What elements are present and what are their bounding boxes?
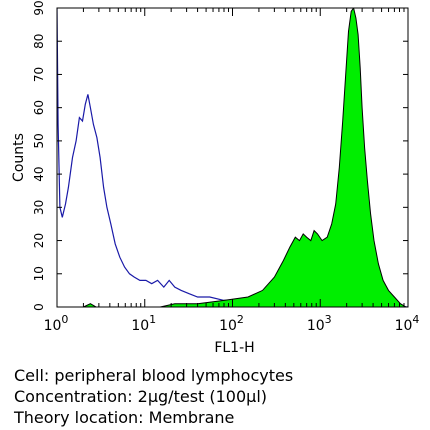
- x-tick-label: 102: [219, 313, 244, 334]
- y-tick-label: 30: [32, 200, 46, 215]
- y-tick-label: 10: [32, 266, 46, 281]
- y-tick-label: 40: [32, 166, 46, 181]
- y-tick-label: 90: [32, 0, 46, 15]
- y-tick-label: 80: [32, 34, 46, 49]
- histogram-chart: 0 10 20 30 40 50 60 70 80 90 100 101 102 103 104 Coun…: [11, 0, 420, 356]
- caption-cell: Cell: peripheral blood lymphocytes: [14, 366, 294, 385]
- y-tick-label: 20: [32, 233, 46, 248]
- x-tick-label: 100: [44, 313, 69, 334]
- series-layer: [57, 8, 408, 307]
- y-tick-label: 60: [32, 100, 46, 115]
- y-axis-label: Counts: [11, 133, 27, 182]
- caption-location: Theory location: Membrane: [14, 408, 235, 427]
- y-tick-label: 70: [32, 67, 46, 82]
- x-tick-label: 104: [395, 313, 420, 334]
- y-tick-label: 50: [32, 133, 46, 148]
- series-outline-histogram: [57, 8, 408, 307]
- y-axis: 0 10 20 30 40 50 60 70 80 90: [32, 0, 408, 311]
- caption-concentration: Concentration: 2μg/test (100μl): [14, 387, 268, 406]
- x-axis: 100 101 102 103 104: [44, 8, 420, 334]
- y-tick-label: 0: [32, 303, 46, 311]
- series-filled-histogram: [57, 8, 408, 307]
- x-tick-label: 101: [131, 313, 156, 334]
- x-tick-label: 103: [307, 313, 332, 334]
- x-axis-label: FL1-H: [214, 340, 254, 356]
